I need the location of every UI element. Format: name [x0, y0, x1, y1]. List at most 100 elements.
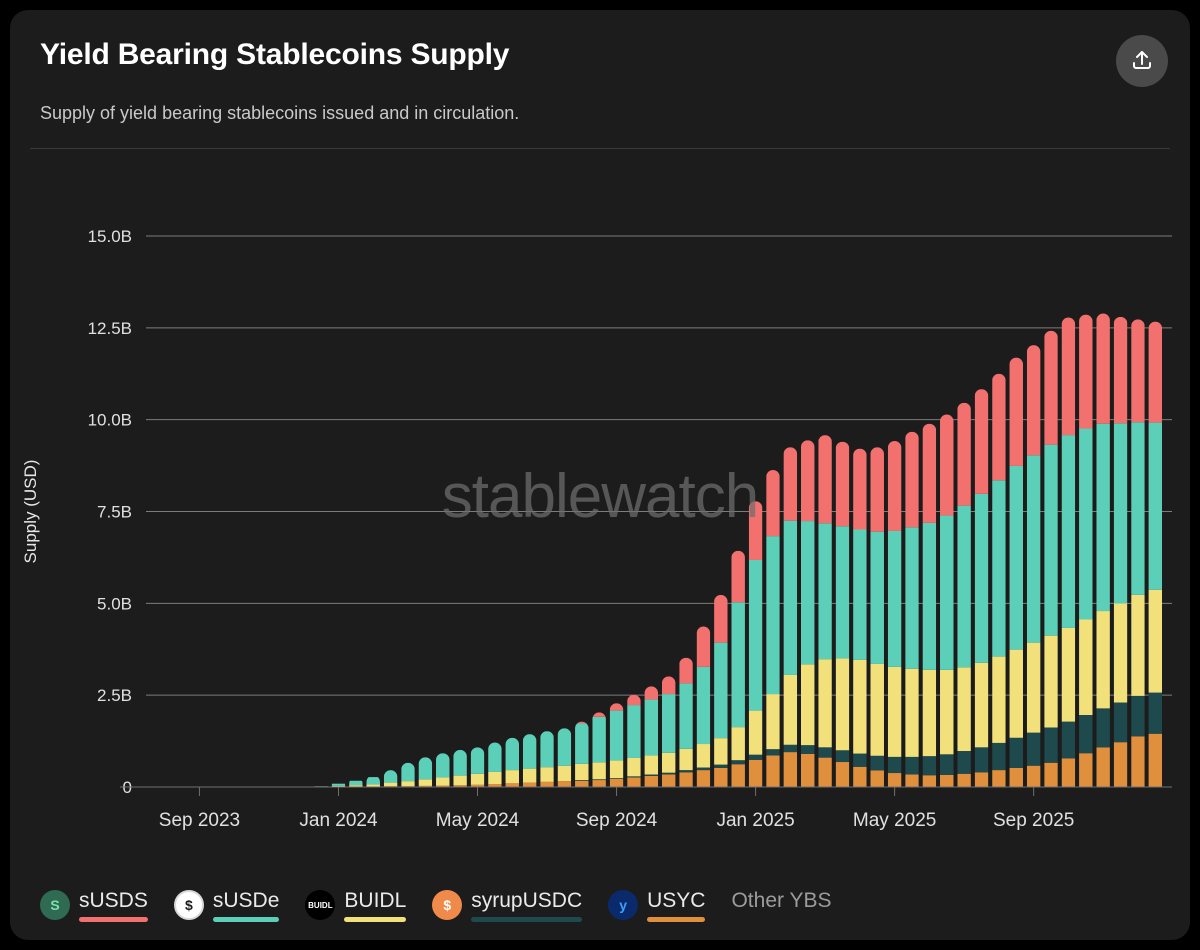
- bar-segment-BUIDL[interactable]: [505, 770, 520, 784]
- bar-stack[interactable]: [644, 686, 659, 787]
- bar-segment-sUSDS[interactable]: [800, 440, 815, 522]
- bar-segment-USYC[interactable]: [1061, 758, 1076, 787]
- bar-stack[interactable]: [940, 414, 954, 787]
- bar-segment-USYC[interactable]: [835, 762, 850, 787]
- bar-segment-syrupUSDC[interactable]: [696, 767, 711, 771]
- bar-segment-BUIDL[interactable]: [522, 768, 537, 783]
- bar-segment-sUSDe[interactable]: [1096, 423, 1110, 612]
- bar-segment-BUIDL[interactable]: [1131, 594, 1145, 696]
- bar-stack[interactable]: [488, 742, 502, 787]
- bar-segment-sUSDe[interactable]: [1044, 444, 1058, 636]
- bar-stack[interactable]: [1096, 313, 1110, 787]
- bar-stack[interactable]: [505, 737, 520, 787]
- bar-segment-USYC[interactable]: [887, 773, 902, 787]
- bar-segment-USYC[interactable]: [609, 778, 624, 787]
- bar-segment-syrupUSDC[interactable]: [1131, 695, 1145, 737]
- bar-segment-sUSDe[interactable]: [818, 523, 832, 660]
- bar-segment-BUIDL[interactable]: [992, 656, 1006, 743]
- bar-segment-USYC[interactable]: [1009, 767, 1024, 787]
- bar-segment-sUSDS[interactable]: [853, 448, 867, 530]
- bar-segment-BUIDL[interactable]: [696, 744, 711, 768]
- bar-segment-USYC[interactable]: [575, 780, 589, 787]
- bar-segment-BUIDL[interactable]: [661, 752, 676, 773]
- bar-stack[interactable]: [696, 626, 711, 787]
- bar-segment-sUSDe[interactable]: [679, 683, 693, 749]
- bar-stack[interactable]: [679, 657, 693, 787]
- bar-segment-sUSDe[interactable]: [575, 723, 589, 764]
- bar-segment-syrupUSDC[interactable]: [974, 747, 989, 773]
- bar-segment-USYC[interactable]: [905, 774, 919, 787]
- bar-segment-BUIDL[interactable]: [731, 727, 745, 761]
- bar-stack[interactable]: [1026, 345, 1041, 787]
- bar-segment-BUIDL[interactable]: [853, 659, 867, 754]
- bar-segment-syrupUSDC[interactable]: [835, 750, 850, 763]
- bar-segment-sUSDe[interactable]: [1148, 422, 1163, 590]
- bar-segment-sUSDe[interactable]: [557, 728, 572, 766]
- bar-segment-sUSDS[interactable]: [1113, 316, 1128, 424]
- bar-segment-syrupUSDC[interactable]: [887, 756, 902, 774]
- bar-segment-sUSDS[interactable]: [644, 686, 659, 700]
- bar-segment-syrupUSDC[interactable]: [748, 754, 763, 760]
- bar-stack[interactable]: [853, 448, 867, 787]
- bar-segment-BUIDL[interactable]: [940, 669, 954, 755]
- bar-segment-USYC[interactable]: [714, 767, 728, 787]
- bar-segment-sUSDe[interactable]: [922, 522, 937, 670]
- bar-segment-syrupUSDC[interactable]: [592, 779, 606, 781]
- bar-segment-syrupUSDC[interactable]: [922, 756, 937, 776]
- bar-segment-BUIDL[interactable]: [609, 760, 624, 779]
- bar-segment-syrupUSDC[interactable]: [1044, 727, 1058, 763]
- bar-segment-sUSDS[interactable]: [592, 712, 606, 717]
- bar-segment-syrupUSDC[interactable]: [1061, 721, 1076, 759]
- bar-segment-USYC[interactable]: [1131, 736, 1145, 787]
- bar-segment-sUSDe[interactable]: [887, 530, 902, 667]
- bar-stack[interactable]: [1148, 321, 1163, 787]
- bar-segment-sUSDS[interactable]: [1009, 357, 1024, 466]
- bar-segment-sUSDe[interactable]: [331, 783, 346, 786]
- bar-segment-sUSDe[interactable]: [522, 734, 537, 769]
- bar-stack[interactable]: [783, 447, 798, 787]
- bar-segment-syrupUSDC[interactable]: [714, 764, 728, 768]
- bar-stack[interactable]: [974, 389, 989, 787]
- bar-stack[interactable]: [557, 728, 572, 787]
- bar-segment-USYC[interactable]: [453, 785, 467, 787]
- bar-segment-sUSDS[interactable]: [1131, 319, 1145, 423]
- bar-segment-sUSDe[interactable]: [853, 529, 867, 660]
- bar-segment-sUSDe[interactable]: [383, 770, 398, 783]
- bar-segment-USYC[interactable]: [488, 784, 502, 787]
- bar-segment-sUSDe[interactable]: [800, 521, 815, 665]
- bar-segment-sUSDS[interactable]: [679, 657, 693, 684]
- bar-segment-sUSDS[interactable]: [714, 594, 728, 643]
- bar-segment-sUSDe[interactable]: [661, 694, 676, 753]
- bar-segment-syrupUSDC[interactable]: [1148, 692, 1163, 734]
- bar-segment-sUSDS[interactable]: [1026, 345, 1041, 456]
- bar-segment-BUIDL[interactable]: [453, 775, 467, 786]
- bar-segment-syrupUSDC[interactable]: [766, 749, 780, 756]
- bar-segment-sUSDe[interactable]: [766, 536, 780, 695]
- bar-segment-sUSDe[interactable]: [366, 777, 380, 785]
- bar-segment-USYC[interactable]: [470, 784, 485, 787]
- bar-segment-BUIDL[interactable]: [366, 784, 380, 787]
- bar-segment-sUSDe[interactable]: [992, 480, 1006, 657]
- bar-stack[interactable]: [401, 762, 415, 787]
- bar-segment-USYC[interactable]: [1044, 762, 1058, 787]
- bar-segment-BUIDL[interactable]: [575, 763, 589, 781]
- bar-stack[interactable]: [1044, 330, 1058, 787]
- bar-stack[interactable]: [714, 594, 728, 787]
- bar-segment-BUIDL[interactable]: [679, 748, 693, 771]
- bar-segment-USYC[interactable]: [783, 752, 798, 787]
- bar-segment-USYC[interactable]: [557, 781, 572, 787]
- bar-segment-sUSDS[interactable]: [905, 431, 919, 528]
- bar-segment-USYC[interactable]: [870, 770, 884, 787]
- bar-segment-BUIDL[interactable]: [1026, 642, 1041, 733]
- bar-segment-sUSDe[interactable]: [940, 515, 954, 670]
- bar-segment-USYC[interactable]: [748, 759, 763, 787]
- bar-segment-BUIDL[interactable]: [1096, 611, 1110, 709]
- bar-segment-BUIDL[interactable]: [974, 662, 989, 748]
- bar-segment-sUSDe[interactable]: [835, 526, 850, 659]
- bar-segment-USYC[interactable]: [679, 772, 693, 787]
- bar-segment-sUSDe[interactable]: [1009, 465, 1024, 650]
- bar-segment-syrupUSDC[interactable]: [1026, 732, 1041, 766]
- bar-segment-syrupUSDC[interactable]: [818, 747, 832, 758]
- bar-stack[interactable]: [661, 676, 676, 787]
- bar-stack[interactable]: [609, 703, 624, 787]
